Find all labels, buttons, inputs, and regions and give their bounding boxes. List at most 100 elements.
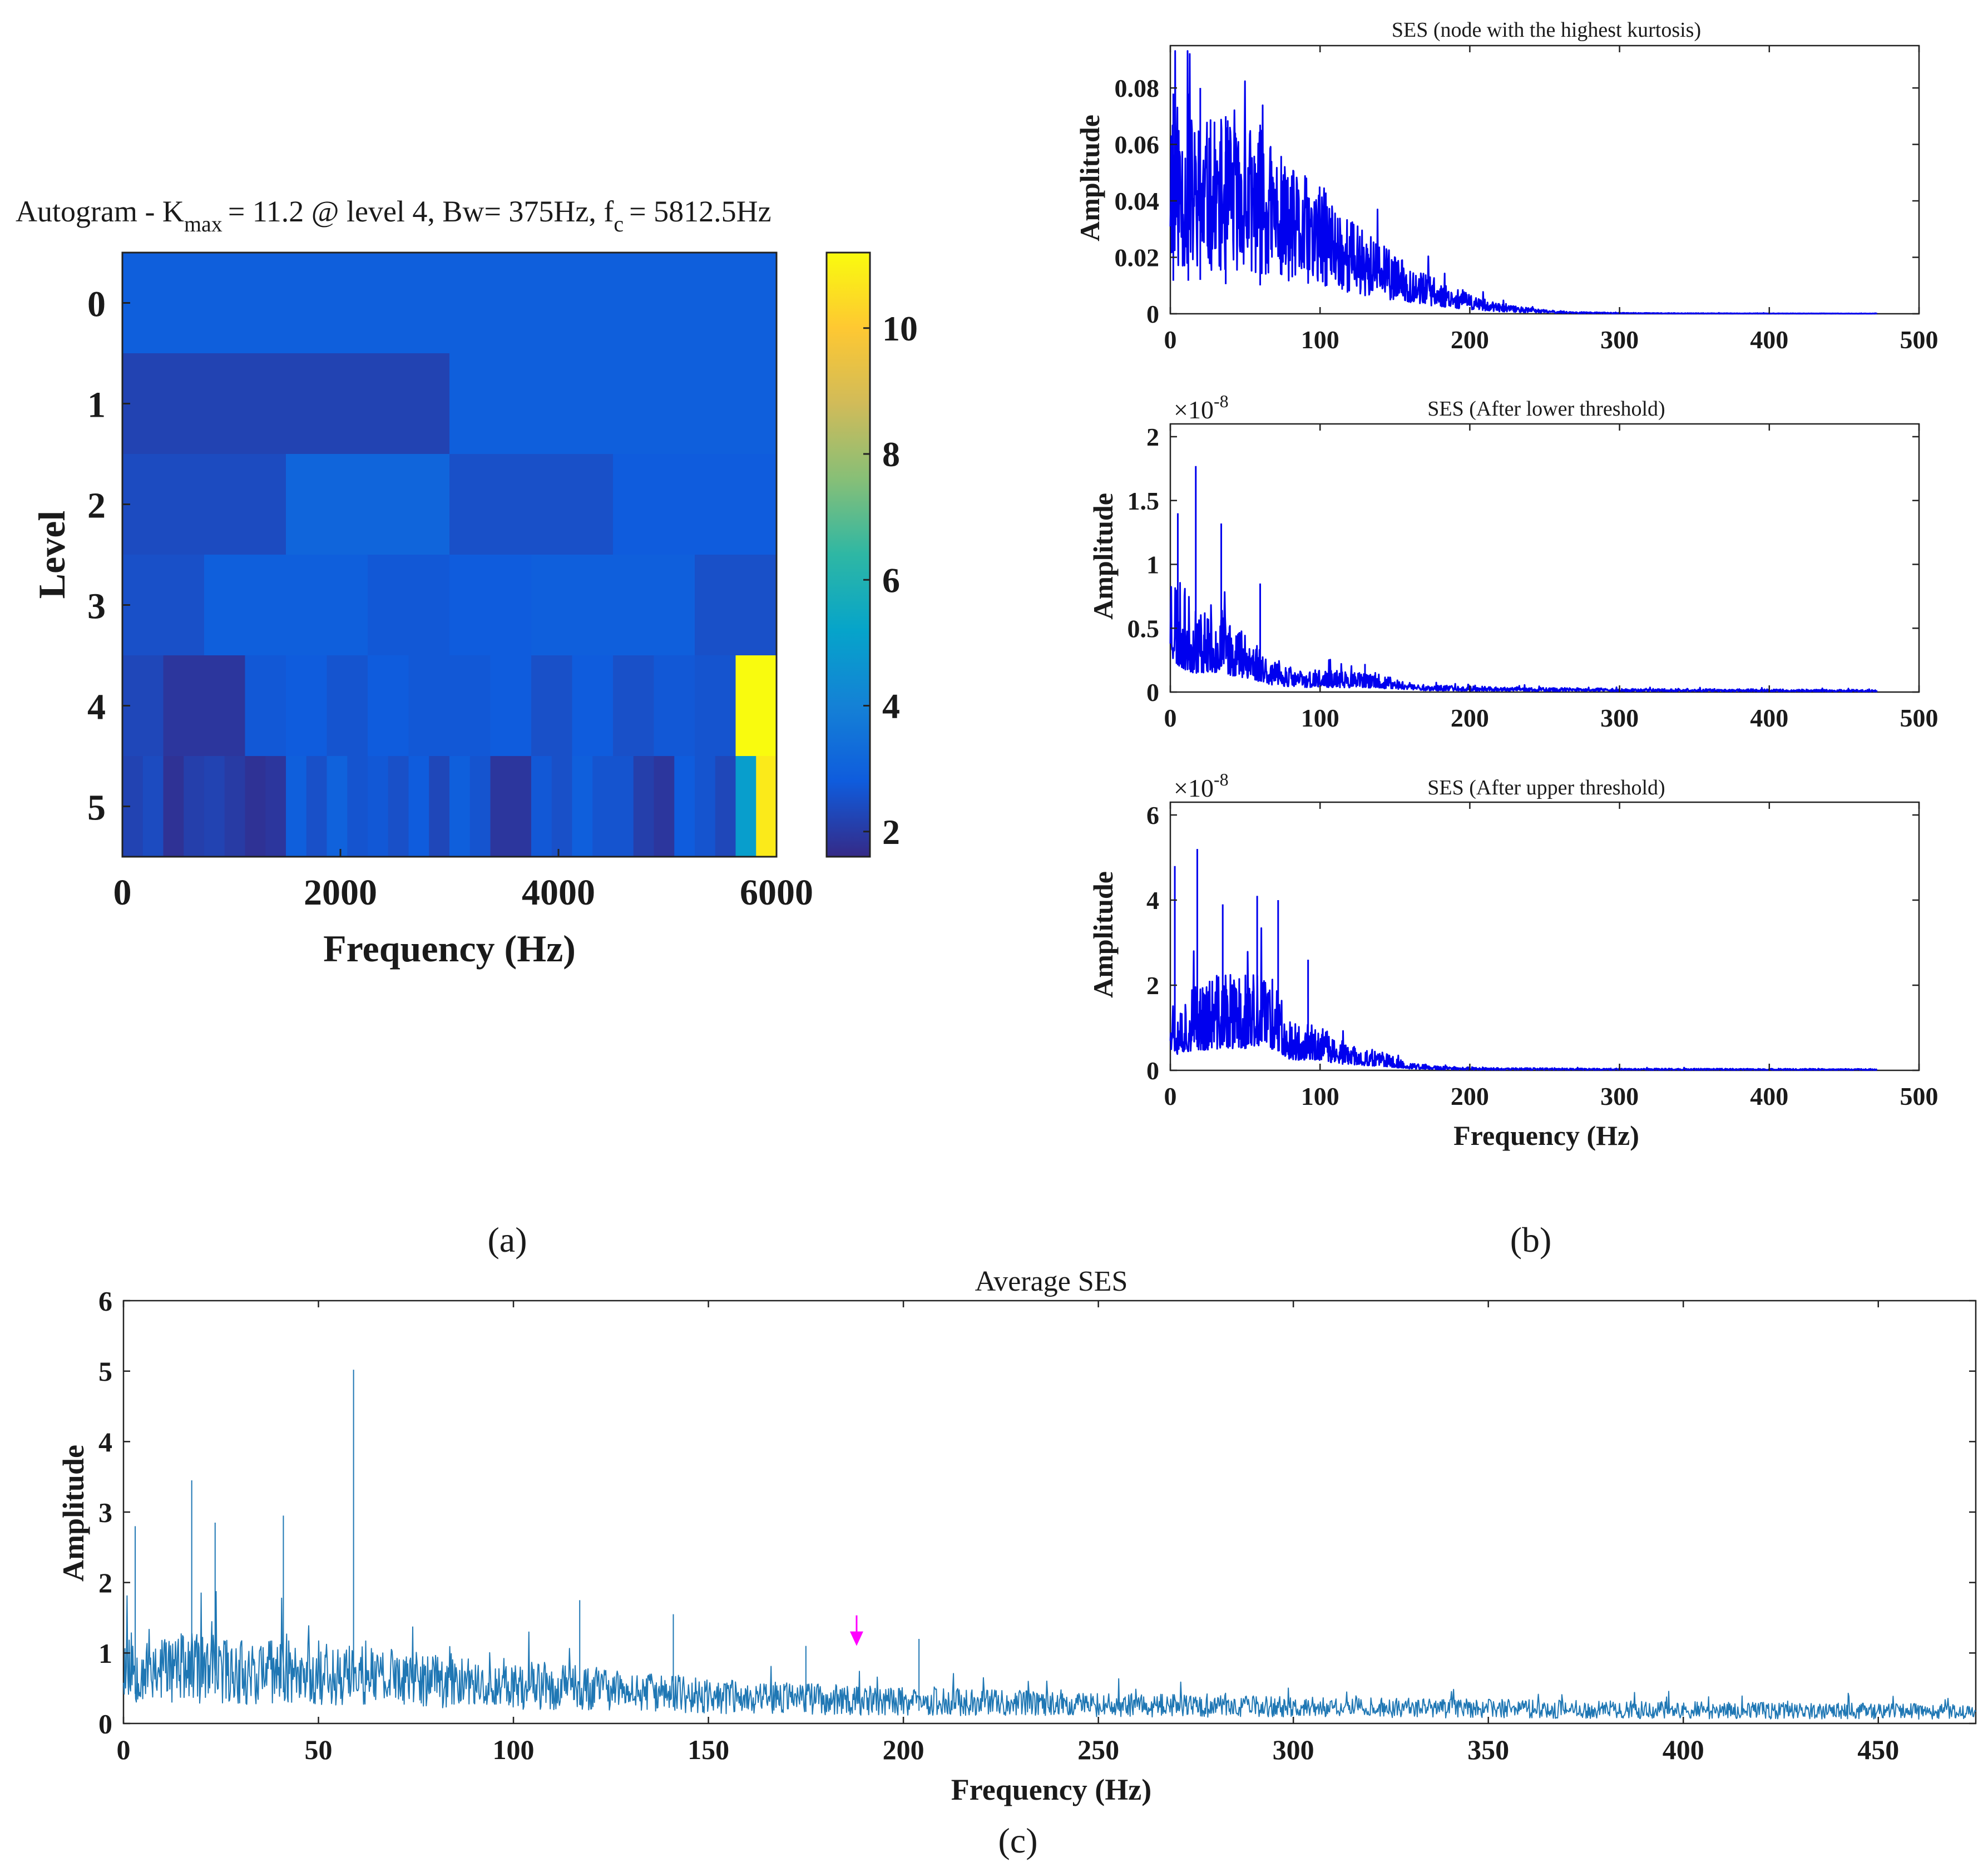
- ses-lower-xtick-label-200: 200: [1451, 704, 1489, 732]
- autogram-ytick-label-5: 5: [87, 788, 106, 828]
- autogram-cell-l4-15: [735, 655, 777, 757]
- autogram-cell-l5-17: [469, 756, 491, 857]
- autogram-cell-l5-9: [306, 756, 328, 857]
- average-ses-axes: [122, 1300, 1977, 1725]
- autogram-cell-l5-16: [449, 756, 471, 857]
- autogram-cell-l5-26: [654, 756, 675, 857]
- average-ses-xtick-label-150: 150: [688, 1734, 729, 1765]
- autogram-cell-l1-0: [122, 353, 450, 455]
- autogram-cell-l5-11: [347, 756, 368, 857]
- autogram-cell-l3-6: [613, 555, 695, 656]
- ses-upper-ytick-label-0: 0: [1146, 1056, 1159, 1085]
- ses-upper-ytick-label-3: 6: [1146, 801, 1159, 829]
- colorbar-ticks: 2 4 6 8 10: [863, 309, 918, 852]
- autogram-ytick-label-3: 3: [87, 586, 106, 627]
- ses-lower-ytick-label-4: 2: [1146, 423, 1159, 451]
- average-ses-xtick-label-400: 400: [1663, 1734, 1704, 1765]
- ses-lower-title: SES (After lower threshold): [1427, 397, 1665, 421]
- ses-kurtosis-ytick-label-0: 0: [1146, 300, 1159, 328]
- ses-upper-x-axis-label: Frequency (Hz): [1453, 1120, 1639, 1151]
- autogram-cell-l5-28: [695, 756, 716, 857]
- autogram-cell-l5-23: [592, 756, 614, 857]
- autogram-ytick-label-2: 2: [87, 486, 106, 526]
- average-ses-y-axis-label: Amplitude: [57, 1445, 90, 1582]
- autogram-cell-l3-7: [695, 555, 777, 656]
- average-ses-xtick-label-300: 300: [1273, 1734, 1314, 1765]
- ses-kurtosis-ytick-label-3: 0.06: [1115, 131, 1160, 159]
- autogram-y-ticks: 0 1 2 3 4 5: [87, 284, 130, 828]
- autogram-cell-l3-4: [449, 555, 532, 656]
- autogram-xtick-label-6000: 6000: [740, 872, 813, 913]
- average-ses-xtick-label-450: 450: [1857, 1734, 1899, 1765]
- average-ses-title: Average SES: [975, 1266, 1128, 1297]
- autogram-cell-l2-2: [449, 454, 614, 555]
- autogram-ytick-label-0: 0: [87, 284, 106, 325]
- ses-kurtosis-y-axis-label: Amplitude: [1074, 115, 1105, 241]
- autogram-cell-l4-12: [613, 655, 655, 757]
- ses-lower-trace: [1169, 582, 1878, 693]
- ses-kurtosis-xtick-label-500: 500: [1900, 325, 1938, 354]
- ses-upper-exponent: ×10-8: [1174, 769, 1229, 802]
- ses-kurtosis-title: SES (node with the highest kurtosis): [1392, 18, 1701, 42]
- autogram-cell-l5-19: [511, 756, 532, 857]
- autogram-cell-l5-14: [408, 756, 429, 857]
- autogram-cell-l5-10: [327, 756, 348, 857]
- autogram-cell-l5-21: [551, 756, 573, 857]
- autogram-x-ticks: 0 2000 4000 6000: [113, 849, 813, 913]
- ses-lower-plot: SES (After lower threshold) Amplitude ×1…: [1087, 391, 1938, 732]
- ses-upper-xtick-label-300: 300: [1600, 1082, 1639, 1110]
- average-ses-xtick-label-250: 250: [1077, 1734, 1119, 1765]
- autogram-cell-l5-5: [224, 756, 246, 857]
- autogram-cell-l5-4: [204, 756, 225, 857]
- colorbar-tick-label-10: 10: [882, 309, 918, 348]
- ses-kurtosis-plot: SES (node with the highest kurtosis) Amp…: [1074, 18, 1938, 354]
- autogram-title: Autogram - Kmax = 11.2 @ level 4, Bw= 375…: [16, 195, 772, 236]
- ses-upper-xtick-label-400: 400: [1750, 1082, 1788, 1110]
- autogram-cell-l4-7: [408, 655, 450, 757]
- ses-lower-xtick-label-400: 400: [1750, 704, 1788, 732]
- average-ses-ytick-label-3: 3: [98, 1497, 112, 1528]
- average-ses-plot: Average SES Amplitude Frequency (Hz) 0 50…: [57, 1266, 1977, 1806]
- autogram-xtick-label-2000: 2000: [304, 872, 377, 913]
- autogram-cell-l5-25: [633, 756, 655, 857]
- average-ses-ytick-label-1: 1: [98, 1638, 112, 1669]
- average-ses-xtick-label-350: 350: [1467, 1734, 1509, 1765]
- autogram-cell-l4-8: [449, 655, 491, 757]
- average-ses-x-axis-label: Frequency (Hz): [951, 1773, 1151, 1806]
- autogram-cell-l4-1: [163, 655, 205, 757]
- autogram-xtick-label-4000: 4000: [522, 872, 595, 913]
- ses-upper-plot: SES (After upper threshold) Amplitude ×1…: [1087, 769, 1938, 1151]
- average-ses-arrow-head: [849, 1631, 863, 1646]
- autogram-cell-l1-1: [449, 353, 777, 455]
- colorbar-tick-label-2: 2: [882, 812, 900, 852]
- autogram-cell-l5-3: [184, 756, 205, 857]
- average-ses-xtick-label-0: 0: [117, 1734, 131, 1765]
- autogram-cell-l5-27: [674, 756, 695, 857]
- colorbar-tick-label-8: 8: [882, 434, 900, 474]
- autogram-cell-l4-13: [654, 655, 695, 757]
- average-ses-xtick-label-200: 200: [883, 1734, 924, 1765]
- autogram-heatmap: [122, 253, 777, 857]
- ses-kurtosis-xtick-label-0: 0: [1164, 325, 1177, 354]
- autogram-cell-l4-10: [531, 655, 573, 757]
- average-ses-trace: [123, 1591, 1976, 1720]
- autogram-xtick-label-0: 0: [113, 872, 132, 913]
- average-ses-ytick-label-0: 0: [98, 1708, 112, 1740]
- ses-kurtosis-ytick-label-4: 0.08: [1115, 74, 1160, 102]
- ses-upper-xtick-label-100: 100: [1301, 1082, 1339, 1110]
- autogram-cell-l4-9: [490, 655, 532, 757]
- autogram-cell-l2-3: [613, 454, 777, 555]
- ses-lower-ytick-label-0: 0: [1146, 678, 1159, 707]
- autogram-cell-l3-0: [122, 555, 205, 656]
- ses-upper-xtick-label-200: 200: [1451, 1082, 1489, 1110]
- autogram-cell-l5-13: [388, 756, 409, 857]
- ses-upper-trace: [1169, 927, 1878, 1071]
- autogram-cell-l5-12: [368, 756, 389, 857]
- autogram-cell-l5-20: [531, 756, 552, 857]
- ses-upper-ytick-label-1: 2: [1146, 971, 1159, 1000]
- ses-kurtosis-xtick-label-200: 200: [1451, 325, 1489, 354]
- colorbar-tick-label-6: 6: [882, 560, 900, 600]
- autogram-cell-l3-1: [204, 555, 286, 656]
- autogram-cell-l5-6: [245, 756, 266, 857]
